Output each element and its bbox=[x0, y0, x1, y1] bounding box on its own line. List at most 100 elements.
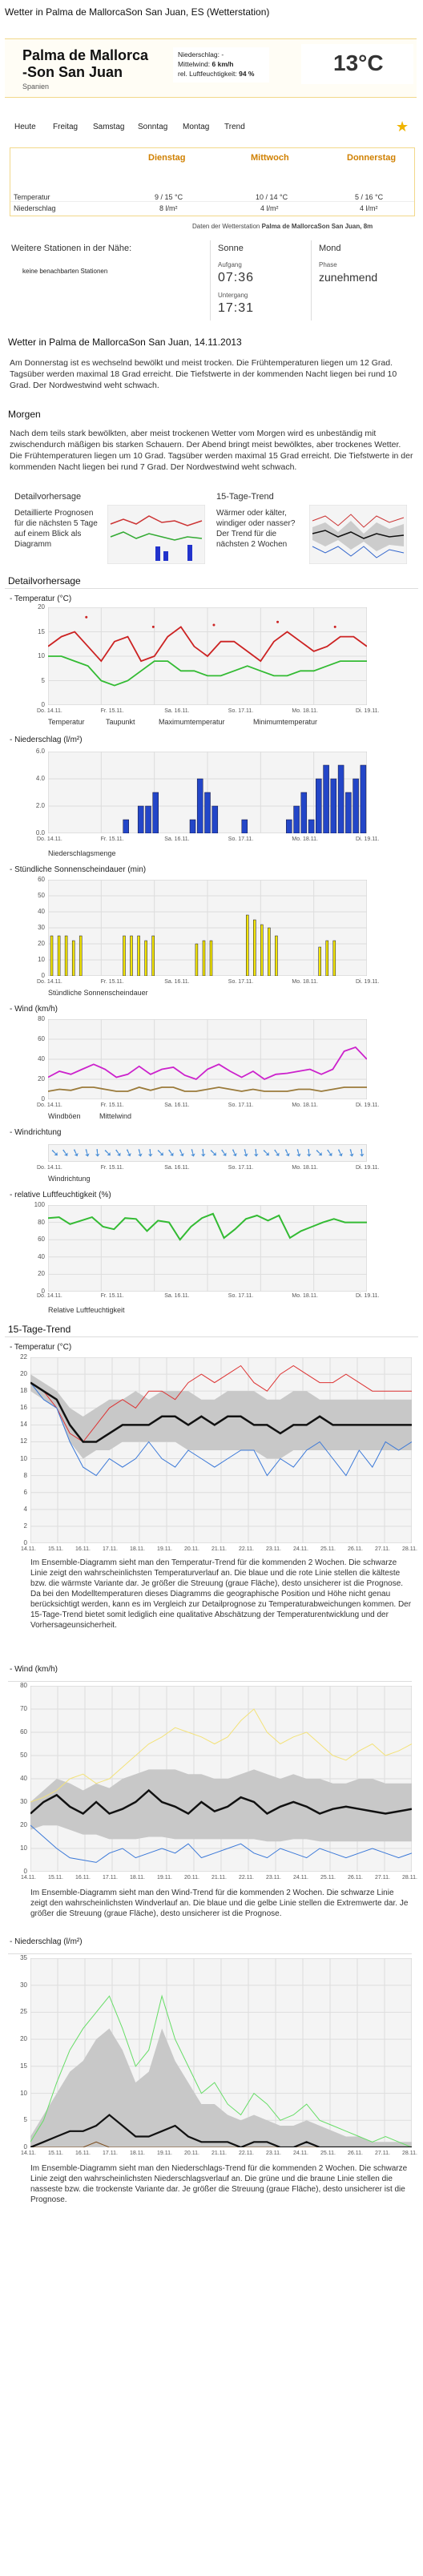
xtick-label: 28.11. bbox=[402, 2151, 417, 2156]
wind-arrow-icon: ➘ bbox=[209, 1147, 218, 1159]
wind-arrow-icon: ➘ bbox=[50, 1147, 59, 1159]
precip-bar bbox=[145, 805, 151, 833]
ytick-label: 30 bbox=[20, 1798, 27, 1805]
wind-arrow-icon: ➘ bbox=[156, 1147, 165, 1159]
xtick-label: Fr. 15.11. bbox=[100, 1293, 124, 1299]
precip-bar bbox=[204, 792, 211, 833]
nav-freitag[interactable]: Freitag bbox=[53, 123, 79, 131]
sunshine-bar bbox=[260, 924, 264, 976]
xtick-label: Di. 19.11. bbox=[356, 708, 380, 714]
promo-trend-thumbnail[interactable] bbox=[309, 505, 407, 564]
nav-montag[interactable]: Montag bbox=[183, 123, 210, 131]
max-wind-line bbox=[30, 1708, 412, 1803]
xtick-label: 15.11. bbox=[48, 1546, 63, 1552]
sun-title: Sonne bbox=[218, 244, 244, 253]
legend-niederschlagsmenge: Niederschlagsmenge bbox=[48, 849, 116, 857]
wind-arrow-icon: ➘ bbox=[143, 1145, 158, 1160]
precip-bar bbox=[152, 792, 159, 833]
sunset-label: Untergang bbox=[218, 292, 248, 299]
wind-arrow-icon: ➘ bbox=[281, 1145, 294, 1160]
ytick-label: 4.0 bbox=[35, 775, 45, 782]
divider bbox=[8, 1953, 412, 1954]
trend-heading: 15-Tage-Trend bbox=[8, 1324, 71, 1335]
ytick-label: 15 bbox=[20, 2062, 27, 2070]
current-weather-box: Palma de Mallorca -Son San Juan Spanien … bbox=[5, 38, 417, 98]
star-icon[interactable]: ★ bbox=[396, 119, 409, 135]
xtick-label: 27.11. bbox=[375, 1546, 390, 1552]
ytick-label: 10 bbox=[20, 2089, 27, 2097]
sunset-time: 17:31 bbox=[218, 301, 255, 315]
trend-temp-text: Im Ensemble-Diagramm sieht man den Tempe… bbox=[30, 1558, 412, 1630]
coldest-line bbox=[30, 1382, 412, 1477]
xtick-label: 27.11. bbox=[375, 2151, 390, 2156]
legend-windrichtung: Windrichtung bbox=[48, 1175, 91, 1183]
wind-arrow-icon: ➘ bbox=[324, 1146, 336, 1159]
nav-sonntag[interactable]: Sonntag bbox=[138, 123, 168, 131]
trend-wind-title: - Wind (km/h) bbox=[10, 1665, 58, 1674]
nav-samstag[interactable]: Samstag bbox=[93, 123, 125, 131]
nav-heute[interactable]: Heute bbox=[14, 123, 36, 131]
xtick-label: Mo. 18.11. bbox=[292, 979, 318, 985]
temp-panel bbox=[301, 44, 413, 84]
xtick-label: 24.11. bbox=[293, 1546, 308, 1552]
station-note-name: Palma de MallorcaSon San Juan, 8m bbox=[261, 223, 373, 230]
xtick-label: Sa. 16.11. bbox=[164, 1293, 190, 1299]
temperature-chart bbox=[48, 607, 367, 705]
promo-trend-title[interactable]: 15-Tage-Trend bbox=[216, 492, 274, 502]
legend-mittelwind: Mittelwind bbox=[99, 1112, 132, 1120]
max-temp-marker bbox=[333, 625, 336, 628]
ytick-label: 35 bbox=[20, 1954, 27, 1961]
detail-winddir-title: - Windrichtung bbox=[10, 1128, 62, 1137]
precip-bar bbox=[293, 805, 300, 833]
promo-detail-text: Detaillierte Prognosen für die nächsten … bbox=[14, 509, 98, 549]
current-details: Niederschlag: - Mittelwind: 6 km/h rel. … bbox=[173, 47, 269, 83]
ytick-label: 14 bbox=[20, 1421, 27, 1429]
report-heading: Wetter in Palma de MallorcaSon San Juan,… bbox=[8, 337, 242, 348]
xtick-label: 28.11. bbox=[402, 1546, 417, 1552]
divider bbox=[8, 1681, 412, 1682]
city-name-line2: -Son San Juan bbox=[22, 64, 123, 80]
ytick-label: 60 bbox=[38, 1236, 45, 1244]
sunshine-bar bbox=[268, 927, 271, 976]
ytick-label: 80 bbox=[20, 1682, 27, 1689]
xtick-label: 27.11. bbox=[375, 1875, 390, 1881]
ytick-label: 40 bbox=[38, 1252, 45, 1260]
detail-heading: Detailvorhersage bbox=[8, 575, 81, 587]
promo-detail-title[interactable]: Detailvorhersage bbox=[14, 492, 82, 502]
wind-value: 6 km/h bbox=[212, 60, 234, 68]
xtick-label: So. 17.11. bbox=[228, 979, 254, 985]
forecast-table: Dienstag Mittwoch Donnerstag Temperatur … bbox=[10, 147, 415, 216]
xtick-label: 17.11. bbox=[103, 1546, 118, 1552]
table-day-1: Dienstag bbox=[148, 153, 186, 163]
precip-bar bbox=[123, 819, 129, 833]
ytick-label: 0 bbox=[41, 1288, 45, 1295]
ytick-label: 0 bbox=[41, 1095, 45, 1103]
median-line bbox=[30, 1381, 412, 1443]
ytick-label: 20 bbox=[38, 603, 45, 611]
page-title: Wetter in Palma de MallorcaSon San Juan,… bbox=[5, 6, 270, 18]
ytick-label: 10 bbox=[20, 1454, 27, 1462]
row-temp-2: 10 / 14 °C bbox=[256, 193, 288, 201]
wind-arrow-icon: ➘ bbox=[272, 1146, 283, 1159]
xtick-label: Do. 14.11. bbox=[37, 979, 62, 985]
precip-bar bbox=[189, 819, 196, 833]
row-label-temp: Temperatur bbox=[14, 193, 50, 201]
sunshine-chart bbox=[48, 880, 367, 976]
morgen-heading: Morgen bbox=[8, 409, 41, 420]
detail-wind-title: - Wind (km/h) bbox=[10, 1005, 58, 1014]
sunshine-bar bbox=[275, 935, 278, 976]
ytick-label: 10 bbox=[38, 652, 45, 659]
max-temp-marker bbox=[151, 625, 155, 628]
sunshine-bar bbox=[209, 940, 213, 976]
nav-trend[interactable]: Trend bbox=[224, 123, 245, 131]
promo-detail-thumbnail[interactable] bbox=[107, 505, 205, 564]
sunshine-bar bbox=[202, 940, 206, 976]
xtick-label: Mo. 18.11. bbox=[292, 1103, 318, 1108]
ytick-label: 4 bbox=[23, 1505, 27, 1513]
xtick-label: Mo. 18.11. bbox=[292, 836, 318, 842]
xtick-label: 18.11. bbox=[130, 2151, 145, 2156]
min-wind-line bbox=[30, 1824, 412, 1863]
ytick-label: 25 bbox=[20, 2008, 27, 2016]
wind-chart bbox=[48, 1019, 367, 1099]
country-label: Spanien bbox=[22, 83, 50, 91]
